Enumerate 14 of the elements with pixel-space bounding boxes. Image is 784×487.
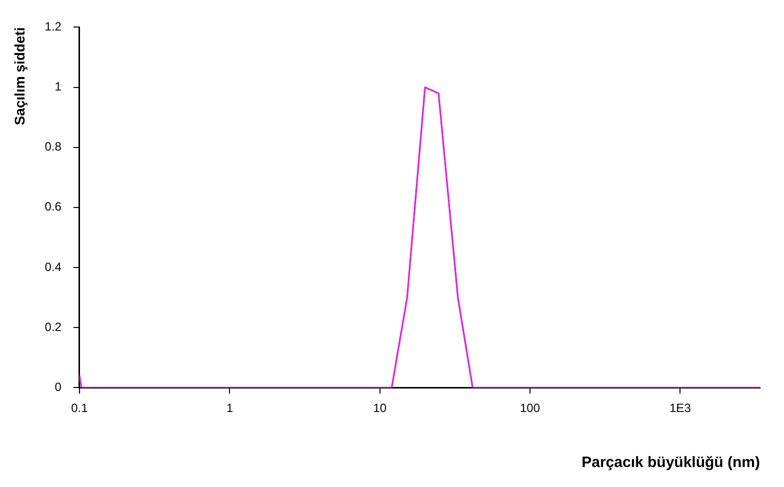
y-tick-label: 1 xyxy=(54,80,62,94)
y-tick-label: 1.2 xyxy=(44,20,62,34)
x-tick-label: 0.1 xyxy=(71,401,88,416)
y-tick-label: 0 xyxy=(54,380,62,394)
x-tick-label: 1 xyxy=(226,401,234,416)
y-tick-label: 0.8 xyxy=(44,140,62,154)
y-axis-title: Saçılım şiddeti xyxy=(11,27,28,126)
x-tick-label: 10 xyxy=(373,401,387,416)
x-axis-title: Parçacık büyüklüğü (nm) xyxy=(582,454,760,472)
y-tick-label: 0.2 xyxy=(44,320,62,334)
y-tick-label: 0.4 xyxy=(44,260,62,274)
x-tick-label: 100 xyxy=(520,401,540,416)
y-tick-label: 0.6 xyxy=(44,200,62,214)
x-tick-label: 1E3 xyxy=(670,401,692,416)
